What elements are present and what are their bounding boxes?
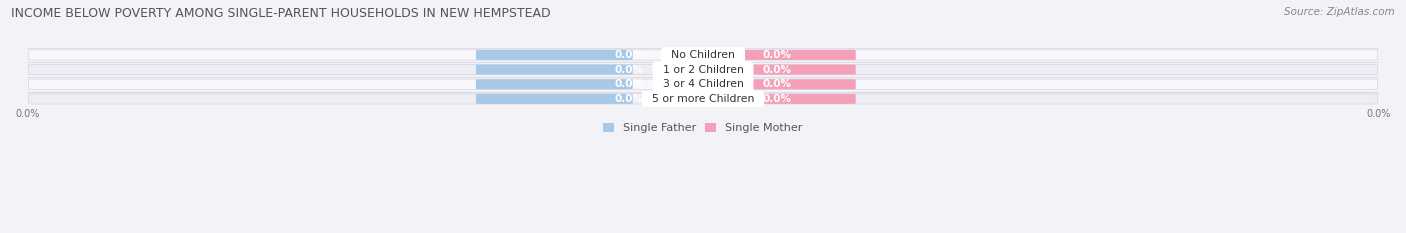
FancyBboxPatch shape (699, 94, 856, 104)
FancyBboxPatch shape (28, 65, 1378, 75)
FancyBboxPatch shape (699, 79, 856, 89)
Text: INCOME BELOW POVERTY AMONG SINGLE-PARENT HOUSEHOLDS IN NEW HEMPSTEAD: INCOME BELOW POVERTY AMONG SINGLE-PARENT… (11, 7, 551, 20)
Text: 0.0%: 0.0% (763, 65, 792, 75)
Text: 0.0%: 0.0% (763, 79, 792, 89)
Text: Source: ZipAtlas.com: Source: ZipAtlas.com (1284, 7, 1395, 17)
Text: 0.0%: 0.0% (614, 65, 643, 75)
Text: 5 or more Children: 5 or more Children (645, 94, 761, 104)
Text: 0.0%: 0.0% (763, 94, 792, 104)
FancyBboxPatch shape (699, 50, 856, 60)
Text: 3 or 4 Children: 3 or 4 Children (655, 79, 751, 89)
FancyBboxPatch shape (28, 79, 1378, 89)
FancyBboxPatch shape (475, 94, 633, 104)
FancyBboxPatch shape (699, 65, 856, 75)
FancyBboxPatch shape (28, 50, 1378, 60)
FancyBboxPatch shape (475, 65, 633, 75)
Text: 1 or 2 Children: 1 or 2 Children (655, 65, 751, 75)
FancyBboxPatch shape (475, 50, 633, 60)
Legend: Single Father, Single Mother: Single Father, Single Mother (603, 123, 803, 133)
Text: 0.0%: 0.0% (614, 50, 643, 60)
Text: 0.0%: 0.0% (614, 79, 643, 89)
Text: 0.0%: 0.0% (763, 50, 792, 60)
Text: No Children: No Children (664, 50, 742, 60)
Text: 0.0%: 0.0% (614, 94, 643, 104)
FancyBboxPatch shape (28, 94, 1378, 104)
FancyBboxPatch shape (475, 79, 633, 89)
